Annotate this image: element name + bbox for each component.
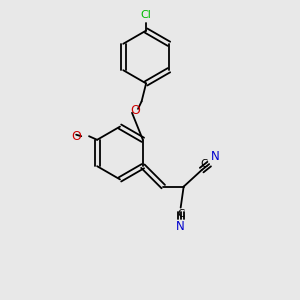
Text: N: N: [176, 220, 185, 232]
Text: O: O: [130, 104, 140, 117]
Text: C: C: [177, 209, 184, 219]
Text: O: O: [71, 130, 81, 143]
Text: N: N: [211, 151, 219, 164]
Text: Cl: Cl: [141, 10, 152, 20]
Text: C: C: [200, 159, 208, 169]
